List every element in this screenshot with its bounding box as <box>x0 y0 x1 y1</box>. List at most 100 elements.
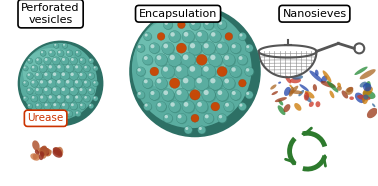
Circle shape <box>230 90 241 100</box>
Circle shape <box>231 67 236 72</box>
Circle shape <box>31 81 34 84</box>
Circle shape <box>184 32 188 37</box>
Circle shape <box>182 30 194 43</box>
Circle shape <box>78 72 87 80</box>
Ellipse shape <box>271 91 278 95</box>
Circle shape <box>70 88 74 91</box>
Circle shape <box>231 67 242 78</box>
Circle shape <box>63 119 65 121</box>
Circle shape <box>183 60 188 64</box>
Circle shape <box>143 78 153 88</box>
Circle shape <box>203 20 214 30</box>
Circle shape <box>189 42 203 56</box>
Circle shape <box>62 43 68 48</box>
Circle shape <box>156 79 161 83</box>
Circle shape <box>44 88 48 91</box>
Circle shape <box>28 59 33 64</box>
Circle shape <box>26 73 33 79</box>
Circle shape <box>76 51 82 57</box>
Circle shape <box>62 88 65 91</box>
Ellipse shape <box>34 154 39 159</box>
Circle shape <box>169 45 208 84</box>
Circle shape <box>34 57 82 104</box>
Circle shape <box>65 79 74 88</box>
Circle shape <box>88 88 94 94</box>
Circle shape <box>190 19 200 30</box>
Circle shape <box>84 81 87 84</box>
Circle shape <box>195 30 208 43</box>
Circle shape <box>40 50 46 56</box>
Circle shape <box>74 95 83 103</box>
Circle shape <box>48 64 56 73</box>
Circle shape <box>185 10 188 13</box>
Circle shape <box>198 126 206 135</box>
Circle shape <box>143 20 242 119</box>
Circle shape <box>60 71 70 81</box>
Circle shape <box>49 111 56 117</box>
Circle shape <box>51 71 61 81</box>
Circle shape <box>144 33 152 41</box>
Circle shape <box>65 64 74 73</box>
Circle shape <box>50 51 52 53</box>
Circle shape <box>35 87 43 95</box>
Circle shape <box>24 97 26 99</box>
Circle shape <box>60 86 70 96</box>
Circle shape <box>62 118 68 124</box>
Circle shape <box>169 78 180 88</box>
Circle shape <box>88 103 94 109</box>
Ellipse shape <box>275 97 287 102</box>
Circle shape <box>79 73 87 81</box>
Ellipse shape <box>365 81 371 91</box>
Circle shape <box>137 45 146 53</box>
Circle shape <box>217 90 229 102</box>
Circle shape <box>89 89 91 91</box>
Ellipse shape <box>309 102 314 107</box>
Circle shape <box>28 89 30 91</box>
Circle shape <box>84 96 87 99</box>
Circle shape <box>169 31 180 42</box>
Ellipse shape <box>372 103 375 107</box>
Circle shape <box>57 95 66 104</box>
Ellipse shape <box>294 103 301 111</box>
Circle shape <box>57 111 65 118</box>
Circle shape <box>239 104 243 107</box>
Circle shape <box>50 72 61 84</box>
Circle shape <box>219 21 222 25</box>
Circle shape <box>79 73 82 76</box>
Circle shape <box>36 103 42 109</box>
Circle shape <box>216 89 228 101</box>
Circle shape <box>176 89 189 103</box>
Circle shape <box>245 67 254 76</box>
Circle shape <box>202 88 215 102</box>
Circle shape <box>156 78 168 90</box>
Circle shape <box>43 102 51 110</box>
Circle shape <box>150 67 159 76</box>
Circle shape <box>79 88 87 96</box>
Circle shape <box>40 111 46 117</box>
Circle shape <box>170 32 175 37</box>
Circle shape <box>93 81 99 87</box>
Circle shape <box>150 90 160 101</box>
Circle shape <box>199 127 202 130</box>
Circle shape <box>195 77 210 92</box>
Circle shape <box>177 114 187 124</box>
Circle shape <box>67 51 70 53</box>
Circle shape <box>239 32 246 41</box>
Circle shape <box>43 57 51 65</box>
Ellipse shape <box>327 81 338 92</box>
Circle shape <box>195 100 208 113</box>
Ellipse shape <box>355 93 365 103</box>
Circle shape <box>31 80 39 88</box>
Circle shape <box>162 89 174 101</box>
Circle shape <box>49 65 52 68</box>
Circle shape <box>36 58 39 61</box>
Circle shape <box>36 88 39 91</box>
Circle shape <box>23 81 29 87</box>
Circle shape <box>62 73 65 76</box>
Circle shape <box>162 66 176 79</box>
Circle shape <box>150 44 155 48</box>
Circle shape <box>47 79 56 88</box>
Ellipse shape <box>305 91 314 99</box>
Ellipse shape <box>316 101 321 107</box>
Circle shape <box>61 87 70 96</box>
